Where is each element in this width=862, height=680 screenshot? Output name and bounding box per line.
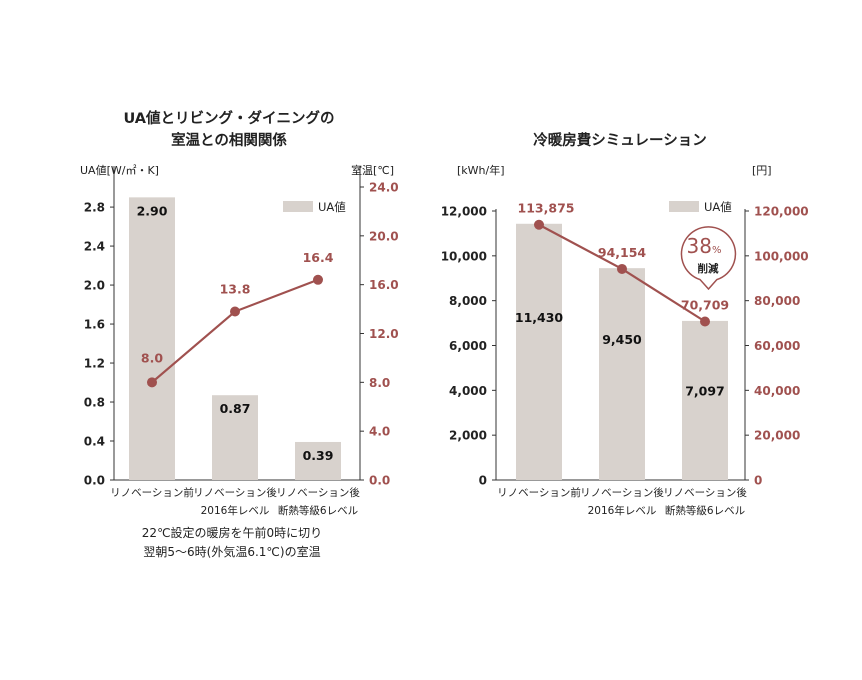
bar <box>682 320 728 480</box>
bar <box>295 441 341 480</box>
line-value-label: 13.8 <box>220 282 251 297</box>
chart1-left-axis-label: UA値[W/㎡・K] <box>80 164 159 177</box>
bar <box>129 197 175 480</box>
right-tick-label: 60,000 <box>754 339 800 353</box>
right-tick-label: 12.0 <box>369 327 399 341</box>
chart1-legend: UA値 <box>283 200 346 214</box>
right-tick-label: 0 <box>754 474 762 488</box>
bar <box>212 395 258 480</box>
right-tick-label: 100,000 <box>754 249 809 263</box>
chart2-legend-label: UA値 <box>704 200 732 214</box>
right-tick-label: 0.0 <box>369 474 390 488</box>
left-tick-label: 1.2 <box>84 357 105 371</box>
right-tick-label: 20,000 <box>754 429 800 443</box>
chart1-title-line2: 室温との相関関係 <box>171 131 287 149</box>
category-label: 断熱等級6レベル <box>665 504 745 517</box>
chart2-title: 冷暖房費シミュレーション <box>533 131 706 149</box>
bar-value-label: 0.39 <box>303 448 334 463</box>
left-tick-label: 10,000 <box>441 249 487 263</box>
left-tick-label: 6,000 <box>449 339 487 353</box>
reduction-badge: 38% 削減 <box>680 226 737 291</box>
category-label: 断熱等級6レベル <box>278 504 358 517</box>
category-label: リノベーション後 <box>580 486 664 499</box>
left-tick-label: 0.8 <box>84 396 105 410</box>
left-tick-label: 2.8 <box>84 201 105 215</box>
right-tick-label: 16.0 <box>369 278 399 292</box>
right-tick-label: 24.0 <box>369 181 399 195</box>
right-tick-label: 8.0 <box>369 376 390 390</box>
bar <box>516 223 562 480</box>
category-label: リノベーション後 <box>663 486 747 499</box>
category-label: リノベーション後 <box>193 486 277 499</box>
line-point <box>700 316 710 327</box>
line-value-label: 113,875 <box>518 201 575 216</box>
line-value-label: 16.4 <box>303 250 334 265</box>
reduction-badge-bubble <box>680 226 737 291</box>
category-label: リノベーション前 <box>497 486 581 499</box>
chart1-line: 8.0 13.8 16.4 <box>141 250 334 388</box>
category-label: 2016年レベル <box>201 504 270 517</box>
chart1-note-line1: 22℃設定の暖房を午前0時に切り <box>142 525 322 540</box>
left-tick-label: 4,000 <box>449 384 487 398</box>
left-tick-label: 0 <box>479 474 487 488</box>
bar-value-label: 2.90 <box>137 203 168 218</box>
chart1-right-axis-label: 室温[℃] <box>351 163 394 177</box>
chart2-ticks: 0 2,000 4,000 6,000 8,000 10,000 12,000 0 20,000… <box>441 205 809 488</box>
category-label: 2016年レベル <box>588 504 657 517</box>
line-value-label: 8.0 <box>141 350 163 365</box>
right-tick-label: 120,000 <box>754 205 809 219</box>
chart1-note-line2: 翌朝5〜6時(外気温6.1℃)の室温 <box>143 544 320 559</box>
right-tick-label: 20.0 <box>369 229 399 243</box>
chart1-legend-swatch <box>283 201 313 212</box>
left-tick-label: 8,000 <box>449 294 487 308</box>
line-point <box>147 377 157 388</box>
right-tick-label: 4.0 <box>369 425 390 439</box>
chart-heating-cooling-cost: 冷暖房費シミュレーション [kWh/年] [円] 11,430 9,450 7,09… <box>441 131 809 517</box>
line-value-label: 94,154 <box>598 245 647 260</box>
bar-value-label: 0.87 <box>220 401 251 416</box>
reduction-badge-label: 削減 <box>698 262 719 275</box>
chart2-bars: 11,430 9,450 7,097 <box>515 223 728 480</box>
chart2-legend-swatch <box>669 201 699 212</box>
category-label: リノベーション後 <box>276 486 360 499</box>
left-tick-label: 1.6 <box>84 318 105 332</box>
bar-value-label: 7,097 <box>685 383 725 398</box>
left-tick-label: 2,000 <box>449 429 487 443</box>
chart2-left-axis-label: [kWh/年] <box>457 163 505 177</box>
chart1-title-line1: UA値とリビング・ダイニングの <box>123 109 334 127</box>
line-point <box>313 274 323 285</box>
category-label: リノベーション前 <box>110 486 194 499</box>
chart2-legend: UA値 <box>669 200 732 214</box>
reduction-badge-value: 38% <box>687 234 722 258</box>
line-point <box>617 263 627 274</box>
left-tick-label: 2.0 <box>84 279 105 293</box>
chart1-legend-label: UA値 <box>318 200 346 214</box>
left-tick-label: 12,000 <box>441 205 487 219</box>
chart1-ticks: 0.0 0.4 0.8 1.2 1.6 2.0 2.4 2.8 0.0 4.0 8.0 12.0 16.… <box>84 181 399 488</box>
line-point <box>230 306 240 317</box>
chart2-right-axis-label: [円] <box>752 164 772 177</box>
bar <box>599 268 645 480</box>
right-tick-label: 40,000 <box>754 384 800 398</box>
bar-value-label: 11,430 <box>515 310 564 325</box>
bar-value-label: 9,450 <box>602 332 642 347</box>
chart1-bars: 2.90 0.87 0.39 <box>129 197 341 480</box>
left-tick-label: 0.4 <box>84 435 105 449</box>
line-point <box>534 219 544 230</box>
chart2-line: 113,875 94,154 70,709 <box>518 201 729 327</box>
left-tick-label: 2.4 <box>84 240 105 254</box>
line-value-label: 70,709 <box>681 297 729 312</box>
right-tick-label: 80,000 <box>754 294 800 308</box>
chart-ua-room-temp: UA値とリビング・ダイニングの 室温との相関関係 UA値[W/㎡・K] 室温[℃… <box>80 109 399 559</box>
left-tick-label: 0.0 <box>84 474 105 488</box>
